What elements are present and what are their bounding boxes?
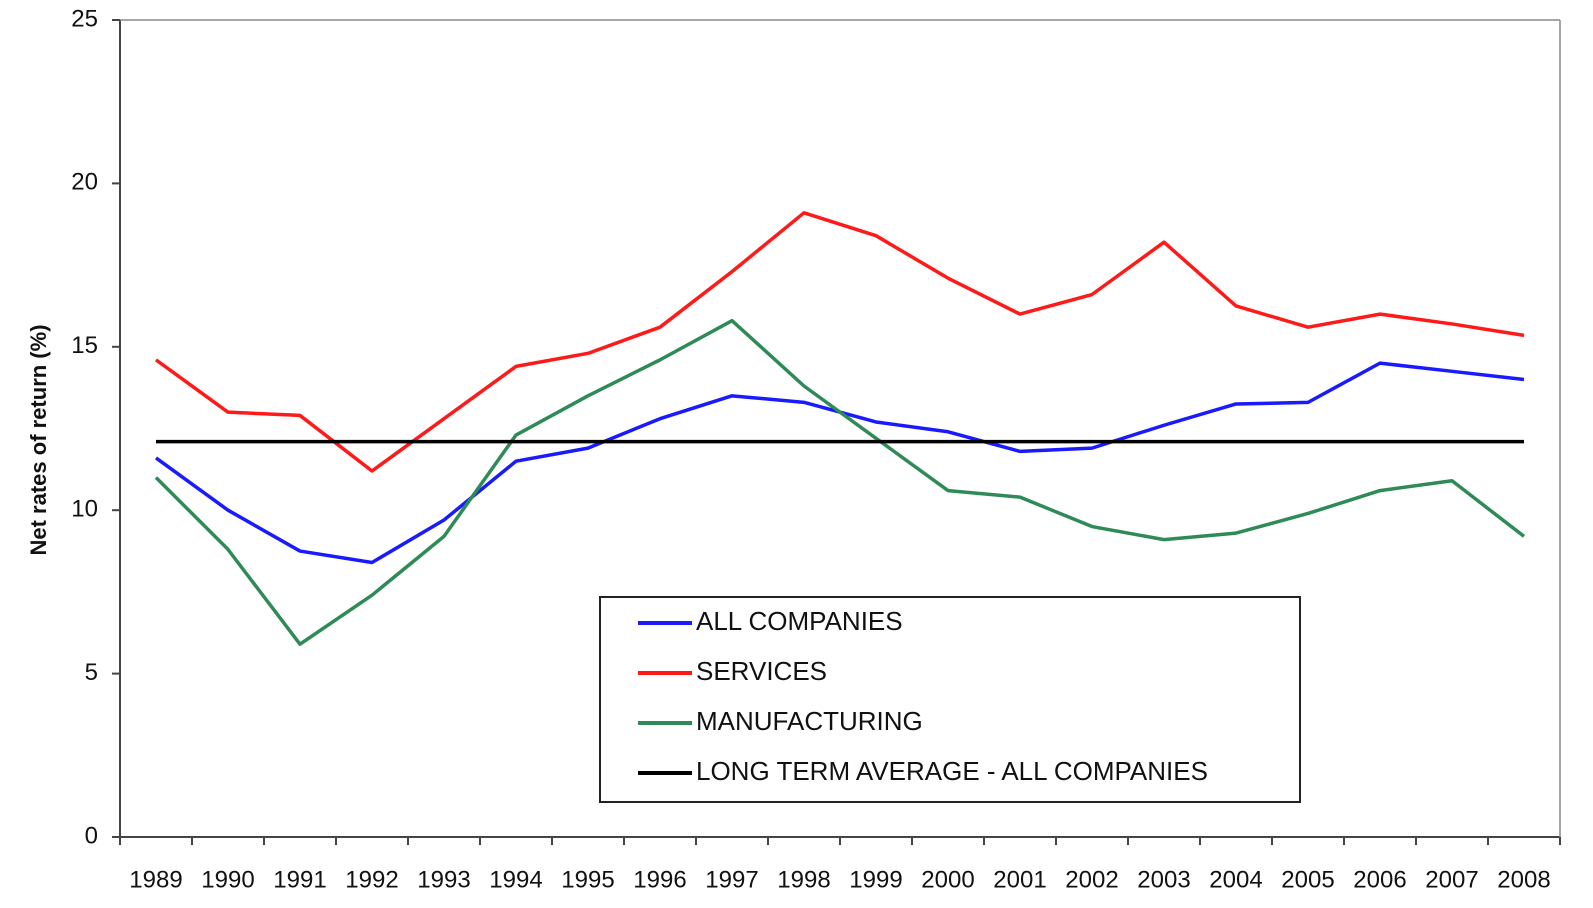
x-tick-label: 2008: [1497, 866, 1550, 893]
x-tick-label: 1996: [633, 866, 686, 893]
y-tick-label: 25: [71, 5, 98, 32]
x-tick-label: 2002: [1065, 866, 1118, 893]
y-tick-label: 10: [71, 496, 98, 523]
x-tick-label: 2001: [993, 866, 1046, 893]
x-tick-label: 1992: [345, 866, 398, 893]
x-tick-label: 1999: [849, 866, 902, 893]
legend-label: MANUFACTURING: [696, 706, 923, 736]
x-tick-label: 2004: [1209, 866, 1262, 893]
y-tick-label: 5: [85, 659, 98, 686]
x-tick-label: 1989: [129, 866, 182, 893]
x-tick-label: 1993: [417, 866, 470, 893]
series-line: [154, 211, 1525, 473]
x-tick-label: 2003: [1137, 866, 1190, 893]
x-tick-label: 1990: [201, 866, 254, 893]
x-tick-label: 1991: [273, 866, 326, 893]
y-axis-label: Net rates of return (%): [26, 324, 51, 555]
x-tick-label: 1995: [561, 866, 614, 893]
x-tick-label: 2007: [1425, 866, 1478, 893]
x-tick-label: 1997: [705, 866, 758, 893]
x-tick-label: 2005: [1281, 866, 1334, 893]
x-tick-label: 1994: [489, 866, 542, 893]
x-tick-label: 1998: [777, 866, 830, 893]
legend-label: SERVICES: [696, 656, 827, 686]
legend-label: ALL COMPANIES: [696, 606, 903, 636]
legend-label: LONG TERM AVERAGE - ALL COMPANIES: [696, 756, 1208, 786]
y-tick-label: 0: [85, 822, 98, 849]
y-tick-label: 15: [71, 332, 98, 359]
x-tick-label: 2000: [921, 866, 974, 893]
series-line: [154, 318, 1526, 646]
x-tick-label: 2006: [1353, 866, 1406, 893]
y-tick-label: 20: [71, 169, 98, 196]
legend-box: [599, 596, 1301, 803]
